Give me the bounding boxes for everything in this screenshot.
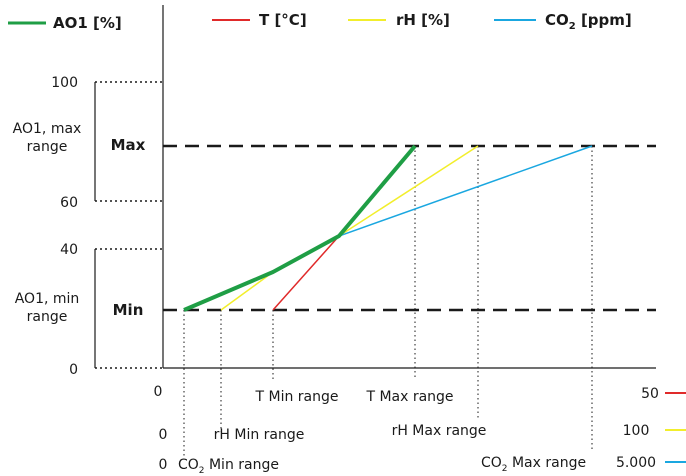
axes bbox=[162, 5, 656, 369]
co2-zero-label: 0 bbox=[159, 457, 168, 473]
min-range-label-line1: AO1, min bbox=[15, 291, 80, 307]
min-label: Min bbox=[113, 301, 144, 319]
t-max-label: T Max range bbox=[365, 389, 453, 405]
series bbox=[183, 144, 593, 312]
legend: AO1 [%] T [°C] rH [%] CO2 [ppm] bbox=[8, 11, 632, 32]
min-range-label-line2: range bbox=[27, 309, 68, 325]
tick-0-label: 0 bbox=[69, 362, 78, 378]
ao1-line bbox=[183, 144, 417, 312]
legend-co2-label: CO2 [ppm] bbox=[545, 11, 632, 32]
co2-end-label: 5.000 bbox=[616, 455, 656, 471]
co2-max-label: CO2 Max range bbox=[481, 455, 586, 474]
rh-max-label: rH Max range bbox=[392, 423, 487, 439]
y-ticks bbox=[95, 81, 163, 369]
legend-t-label: T [°C] bbox=[259, 11, 307, 29]
tick-40-label: 40 bbox=[60, 242, 78, 258]
legend-ao1-label: AO1 [%] bbox=[53, 14, 122, 32]
t-min-label: T Min range bbox=[254, 389, 338, 405]
drop-lines bbox=[183, 146, 593, 458]
x-origin-label: 0 bbox=[154, 384, 163, 400]
t-end-label: 50 bbox=[641, 386, 659, 402]
max-range-label-line1: AO1, max bbox=[13, 121, 82, 137]
rh-zero-label: 0 bbox=[159, 427, 168, 443]
rh-end-label: 100 bbox=[623, 423, 650, 439]
tick-100-label: 100 bbox=[51, 75, 78, 91]
rh-min-label: rH Min range bbox=[214, 427, 305, 443]
max-label: Max bbox=[111, 136, 146, 154]
co2-min-label: CO2 Min range bbox=[178, 457, 279, 476]
rh-line bbox=[220, 145, 479, 311]
max-range-label-line2: range bbox=[27, 139, 68, 155]
legend-rh-label: rH [%] bbox=[396, 11, 450, 29]
tick-60-label: 60 bbox=[60, 195, 78, 211]
